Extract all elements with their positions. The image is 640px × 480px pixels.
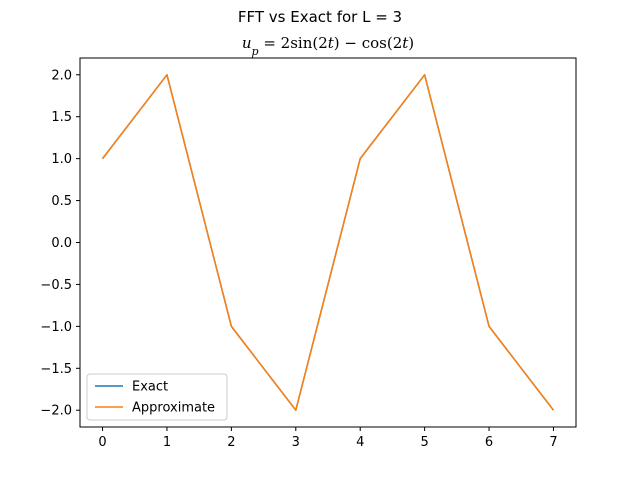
x-tick-label: 1 xyxy=(163,435,171,450)
series-layer xyxy=(101,74,555,411)
chart-title-part: = 2sin(2 xyxy=(259,34,328,52)
series-line-approximate xyxy=(101,74,555,411)
x-tick-label: 5 xyxy=(420,435,428,450)
y-tick-label: 0.5 xyxy=(51,194,72,209)
y-tick-label: −1.0 xyxy=(40,320,72,335)
y-tick-label: 1.5 xyxy=(51,110,72,125)
axes-frame xyxy=(79,57,577,428)
legend-label: Exact xyxy=(132,380,168,395)
x-tick-label: 6 xyxy=(485,435,493,450)
y-tick-label: 0.0 xyxy=(51,236,72,251)
chart-title-part: ) xyxy=(408,34,414,52)
y-tick-label: −1.5 xyxy=(40,362,72,377)
y-tick-label: −2.0 xyxy=(40,404,72,419)
x-tick-label: 3 xyxy=(292,435,300,450)
x-tick-label: 4 xyxy=(356,435,364,450)
y-axis: −2.0 −1.5 −1.0 −0.5 0.0 0.5 1.0 1.5 2.0 xyxy=(40,68,80,419)
chart-title-part: t xyxy=(328,34,335,52)
chart-title-part: p xyxy=(252,45,259,58)
x-axis: 0 1 2 3 4 5 6 7 xyxy=(98,427,558,450)
y-tick-label: −0.5 xyxy=(40,278,72,293)
chart-title-part: u xyxy=(242,34,252,52)
legend: Exact Approximate xyxy=(86,373,228,421)
y-tick-label: 2.0 xyxy=(51,68,72,83)
x-tick-label: 2 xyxy=(227,435,235,450)
chart-title: up = 2sin(2t) − cos(2t) xyxy=(242,34,414,58)
chart-title-part: t xyxy=(402,34,409,52)
x-tick-label: 0 xyxy=(98,435,106,450)
y-tick-label: 1.0 xyxy=(51,152,72,167)
chart-suptitle: FFT vs Exact for L = 3 xyxy=(238,8,402,26)
legend-label: Approximate xyxy=(132,401,215,416)
chart-title-part: ) − cos(2 xyxy=(334,34,402,52)
x-tick-label: 7 xyxy=(549,435,557,450)
